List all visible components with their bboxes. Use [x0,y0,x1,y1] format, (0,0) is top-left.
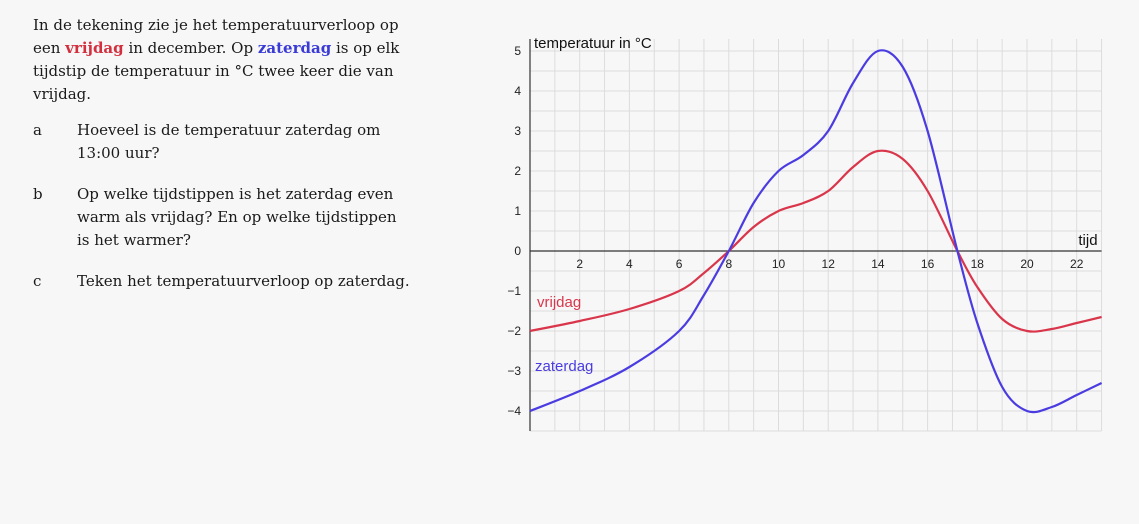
exercise-text: In de tekening zie je het temperatuurver… [33,14,413,311]
x-tick-label: 12 [822,257,836,271]
series-label-zaterdag: zaterdag [535,358,593,375]
question-text: Op welke tijdstippen is het zaterdag eve… [77,185,397,249]
series-line-vrijdag [529,149,1102,333]
intro-text-3: is op elk tijdstip de temperatuur in °C … [33,39,400,103]
intro-text-1: In de tekening zie je het temperatuurver… [33,16,399,57]
x-tick-label: 2 [576,257,583,271]
question-b: b Op welke tijdstippen is het zaterdag e… [33,183,413,252]
x-tick-label: 16 [921,257,935,271]
question-text: Hoeveel is de temperatuur zaterdag om 13… [77,121,381,162]
question-letter: a [33,121,42,139]
y-tick-label: 0 [514,244,521,258]
y-tick-label: −3 [507,364,521,378]
question-letter: c [33,272,42,290]
question-letter: b [33,185,43,203]
y-tick-label: −2 [507,324,521,338]
intro-text-2: in december. Op [128,39,254,57]
chart-lines [529,49,1103,414]
series-label-vrijdag: vrijdag [537,294,581,311]
x-tick-label: 6 [676,257,683,271]
question-c: c Teken het temperatuurverloop op zaterd… [33,270,413,293]
chart-grid [530,39,1103,432]
x-tick-label: 4 [626,257,633,271]
x-tick-label: 8 [725,257,732,271]
intro-zaterdag: zaterdag [257,39,332,57]
y-tick-label: −4 [507,404,521,418]
intro-vrijdag: vrijdag [65,39,124,57]
x-tick-label: 14 [871,257,885,271]
y-tick-label: 2 [514,164,521,178]
y-tick-label: 3 [514,124,521,138]
chart-axes [529,39,1102,431]
x-tick-label: 20 [1020,257,1034,271]
x-tick-label: 22 [1070,257,1084,271]
intro-paragraph: In de tekening zie je het temperatuurver… [33,14,413,106]
series-line-zaterdag [529,49,1103,414]
y-tick-label: 5 [514,44,521,58]
question-a: a Hoeveel is de temperatuur zaterdag om … [33,119,413,165]
x-tick-label: 10 [772,257,786,271]
question-text: Teken het temperatuurverloop op zaterdag… [77,272,410,290]
y-axis-label: temperatuur in °C [534,35,652,52]
x-tick-label: 18 [971,257,985,271]
x-axis-label: tijd [1078,232,1097,249]
y-tick-label: −1 [507,284,521,298]
y-tick-label: 1 [514,204,521,218]
y-tick-label: 4 [514,84,521,98]
